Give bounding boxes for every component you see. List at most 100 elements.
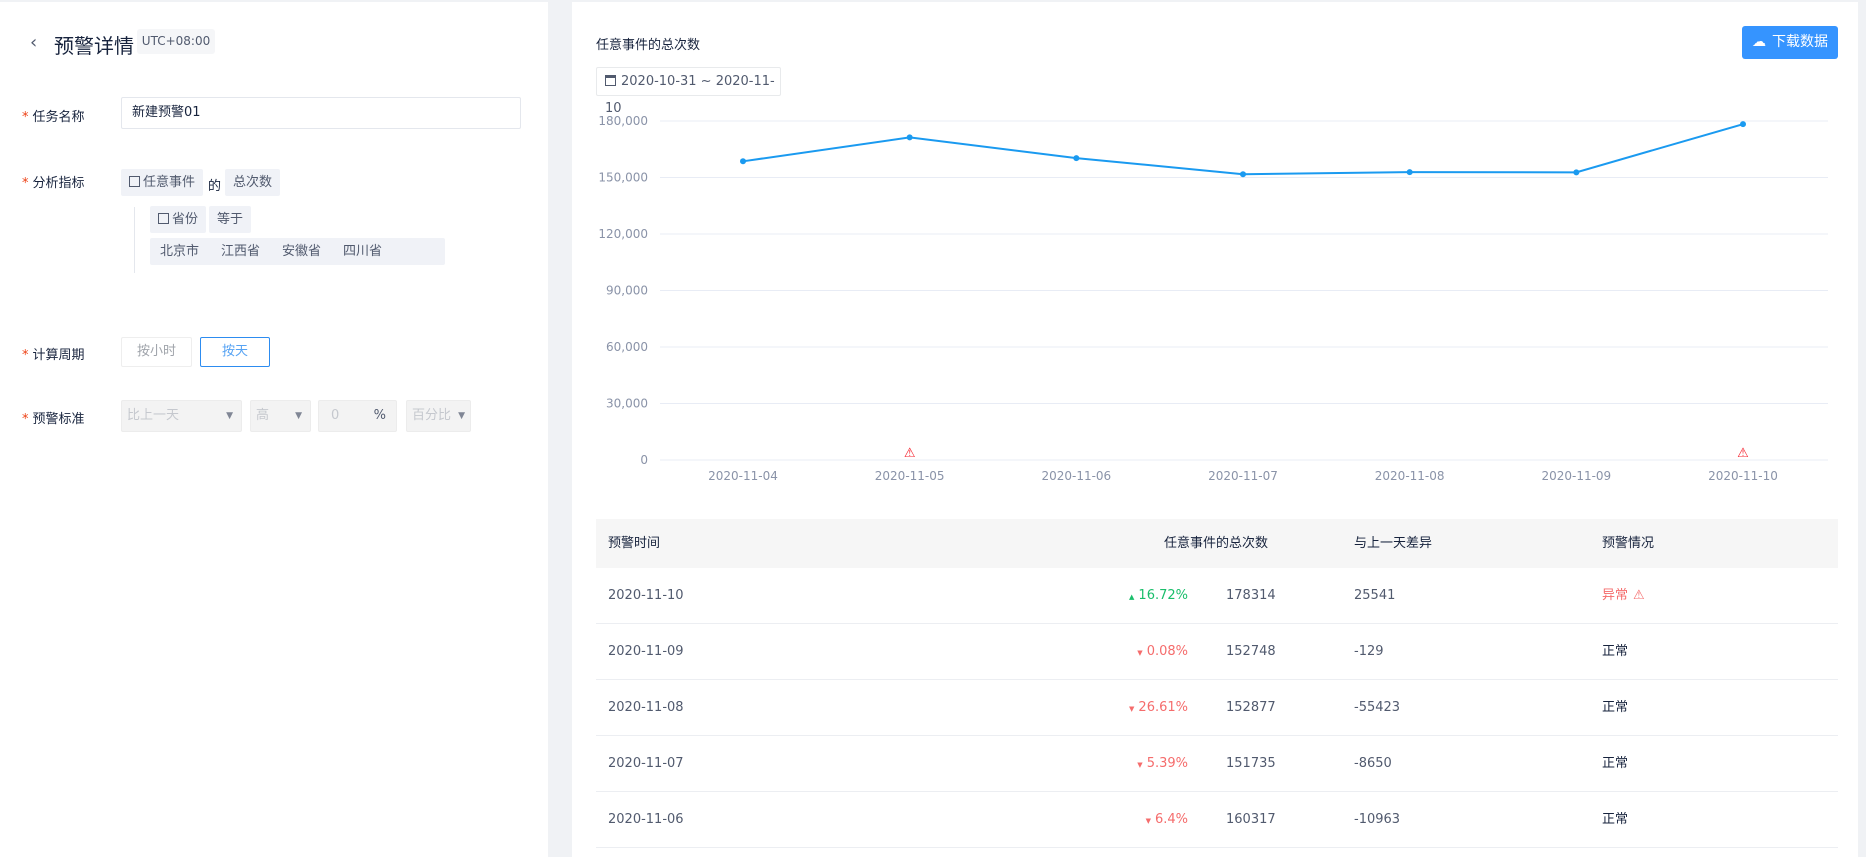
row-count: 160317: [1226, 812, 1276, 827]
metric-label: * 分析指标: [22, 176, 85, 191]
row-change: ▼ 26.61%: [1129, 700, 1188, 715]
property-icon: [158, 213, 169, 224]
y-tick-label: 120,000: [598, 227, 648, 241]
percent-unit: %: [373, 408, 386, 423]
y-tick-label: 60,000: [606, 340, 648, 354]
x-tick-label: 2020-11-08: [1375, 469, 1445, 483]
x-tick-label: 2020-11-09: [1541, 469, 1611, 483]
event-chip[interactable]: 任意事件: [121, 169, 204, 196]
header-count: 任意事件的总次数: [1163, 536, 1268, 551]
type-select[interactable]: 百分比 ▼: [406, 400, 471, 432]
data-point: [1073, 155, 1080, 162]
alarm-icon: ⚠: [904, 446, 916, 461]
row-count: 178314: [1226, 588, 1276, 603]
row-date: 2020-11-09: [608, 644, 684, 659]
threshold-input[interactable]: 0%: [318, 400, 397, 432]
filter-value: 安徽省: [282, 244, 322, 259]
task-name-label: * 任务名称: [22, 110, 85, 125]
row-status: 正常: [1602, 700, 1629, 715]
row-change: ▼ 0.08%: [1137, 644, 1188, 659]
table-row: 2020-11-10 ▲ 16.72% 178314 25541 异常 ⚠: [596, 568, 1838, 624]
alarm-icon: ⚠: [1633, 588, 1645, 603]
data-point: [1406, 169, 1413, 176]
alarm-icon: ⚠: [1737, 446, 1749, 461]
trend-down-icon: ▼: [1137, 761, 1143, 769]
table-row: 2020-11-06 ▼ 6.4% 160317 -10963 正常: [596, 792, 1838, 848]
row-count: 152748: [1226, 644, 1276, 659]
filter-operator-chip[interactable]: 等于: [209, 206, 252, 233]
trend-up-icon: ▲: [1129, 593, 1135, 601]
event-icon: [129, 176, 140, 187]
row-change: ▲ 16.72%: [1129, 588, 1188, 603]
y-tick-label: 150,000: [598, 171, 648, 185]
chart-title: 任意事件的总次数: [596, 38, 701, 53]
period-label: * 计算周期: [22, 348, 85, 363]
data-point: [740, 158, 746, 165]
x-tick-label: 2020-11-07: [1208, 469, 1278, 483]
table-row: 2020-11-07 ▼ 5.39% 151735 -8650 正常: [596, 736, 1838, 792]
row-date: 2020-11-06: [608, 812, 684, 827]
row-diff: -55423: [1354, 700, 1401, 715]
row-count: 152877: [1226, 700, 1276, 715]
row-status: 正常: [1602, 756, 1629, 771]
x-tick-label: 2020-11-10: [1708, 469, 1778, 483]
timezone-badge: UTC+08:00: [137, 29, 215, 54]
chart-panel: 任意事件的总次数 ☁ 下载数据 2020-10-31 ~ 2020-11-10 0…: [572, 2, 1858, 857]
chevron-down-icon: ▼: [226, 411, 233, 421]
y-tick-label: 180,000: [598, 114, 648, 128]
alert-table: 预警时间 任意事件的总次数 与上一天差异 预警情况 2020-11-10 ▲ 16.…: [596, 519, 1838, 848]
y-tick-label: 90,000: [606, 284, 648, 298]
trend-down-icon: ▼: [1145, 817, 1151, 825]
trend-down-icon: ▼: [1137, 649, 1143, 657]
page-title: 预警详情: [54, 34, 134, 58]
date-range-picker[interactable]: 2020-10-31 ~ 2020-11-10: [596, 67, 781, 116]
table-header: 预警时间 任意事件的总次数 与上一天差异 预警情况: [596, 519, 1838, 568]
data-point: [1240, 171, 1246, 178]
standard-label: * 预警标准: [22, 412, 85, 427]
row-status: 正常: [1602, 812, 1629, 827]
download-button[interactable]: ☁ 下载数据: [1742, 26, 1838, 59]
row-change: ▼ 6.4%: [1145, 812, 1188, 827]
x-tick-label: 2020-11-06: [1041, 469, 1111, 483]
series-line: [742, 123, 1744, 176]
filter-value: 北京市: [160, 244, 200, 259]
alert-form-panel: ‹ 预警详情 UTC+08:00 * 任务名称 新建预警01 * 分析指标 任意事件…: [0, 2, 548, 857]
compare-select[interactable]: 比上一天 ▼: [121, 400, 242, 432]
row-count: 151735: [1226, 756, 1276, 771]
data-point: [906, 134, 913, 141]
header-status: 预警情况: [1602, 536, 1655, 551]
chevron-down-icon: ▼: [458, 411, 465, 421]
row-status: 正常: [1602, 644, 1629, 659]
back-chevron-icon[interactable]: ‹: [30, 32, 38, 53]
direction-select[interactable]: 高 ▼: [250, 400, 311, 432]
row-diff: -10963: [1354, 812, 1401, 827]
task-name-input[interactable]: 新建预警01: [121, 97, 521, 129]
table-row: 2020-11-09 ▼ 0.08% 152748 -129 正常: [596, 624, 1838, 680]
line-chart: 0 30,000 60,000 90,000 120,000 150,000 180,000…: [598, 114, 1828, 483]
measure-chip[interactable]: 总次数: [225, 169, 281, 196]
row-diff: 25541: [1354, 588, 1396, 603]
row-date: 2020-11-10: [608, 588, 684, 603]
row-status: 异常 ⚠: [1602, 588, 1645, 603]
data-point: [1573, 169, 1580, 176]
chevron-down-icon: ▼: [295, 411, 302, 421]
filter-property-chip[interactable]: 省份: [150, 206, 207, 233]
row-diff: -8650: [1354, 756, 1392, 771]
cloud-download-icon: ☁: [1752, 34, 1766, 50]
row-date: 2020-11-08: [608, 700, 684, 715]
row-date: 2020-11-07: [608, 756, 684, 771]
row-diff: -129: [1354, 644, 1384, 659]
period-hour-button[interactable]: 按小时: [121, 337, 192, 367]
row-change: ▼ 5.39%: [1137, 756, 1188, 771]
filter-value: 四川省: [343, 244, 383, 259]
period-day-button[interactable]: 按天: [200, 337, 270, 367]
y-tick-label: 0: [640, 453, 648, 467]
trend-down-icon: ▼: [1129, 705, 1135, 713]
filter-values-chip[interactable]: 北京市 江西省 安徽省 四川省: [150, 238, 445, 265]
header-diff: 与上一天差异: [1354, 536, 1433, 551]
table-row: 2020-11-08 ▼ 26.61% 152877 -55423 正常: [596, 680, 1838, 736]
header-time: 预警时间: [608, 536, 661, 551]
filter-value: 江西省: [221, 244, 261, 259]
metric-connector: 的: [208, 179, 222, 194]
data-point: [1740, 121, 1746, 128]
